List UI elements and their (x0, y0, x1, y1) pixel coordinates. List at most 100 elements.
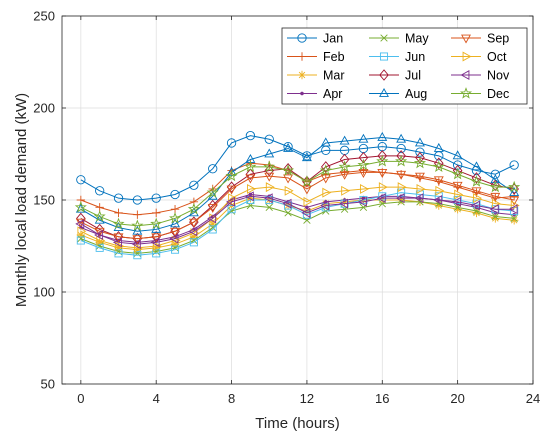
data-point-sep (132, 235, 143, 245)
data-point-aug (471, 161, 482, 171)
data-point-oct (510, 200, 520, 211)
data-point-jan (509, 160, 519, 170)
legend-label: Dec (487, 87, 509, 101)
data-point-jan (490, 169, 500, 179)
data-point-jan (415, 147, 425, 157)
data-point-jul (226, 181, 237, 193)
data-point-sep (113, 233, 124, 243)
legend-item-aug: Aug (369, 87, 427, 101)
data-point-dec (187, 202, 200, 215)
legend-label: Mar (323, 69, 345, 83)
data-point-oct (473, 193, 483, 204)
data-point-nov (433, 195, 443, 205)
data-point-aug (339, 135, 350, 145)
legend-marker (379, 69, 389, 81)
legend-item-dec: Dec (451, 87, 509, 101)
legend-label: Feb (323, 50, 345, 64)
data-point-jun (453, 195, 462, 205)
legend-marker (461, 34, 471, 44)
data-point-oct (435, 185, 445, 196)
series-line-sep (80, 171, 515, 240)
data-point-jun (95, 243, 104, 252)
data-point-oct (322, 187, 332, 198)
y-tick-label: 250 (33, 9, 55, 24)
data-point-nov (244, 191, 254, 202)
data-point-jun (397, 188, 406, 197)
y-tick-label: 200 (33, 101, 55, 116)
data-point-jun (378, 192, 387, 201)
data-point-mar (472, 208, 481, 218)
data-point-aug (377, 131, 388, 141)
x-tick-label: 0 (77, 391, 84, 406)
data-point-sep (170, 227, 181, 237)
data-point-jan (283, 141, 293, 152)
data-point-jan (245, 130, 256, 141)
data-point-dec (300, 175, 313, 187)
data-point-jan (151, 193, 161, 203)
data-point-feb (95, 203, 104, 212)
data-point-jul (452, 164, 463, 177)
legend-marker (380, 34, 388, 42)
legend-label: Jun (405, 50, 425, 64)
data-point-mar (491, 214, 500, 223)
legend: Jan Feb Mar Apr May Jun Jul Aug Sep Oct Nov Dec (281, 27, 528, 105)
data-point-dec (244, 160, 257, 173)
data-point-aug (113, 222, 124, 231)
data-point-sep (433, 176, 444, 186)
x-tick-label: 24 (526, 391, 540, 406)
data-point-sep (188, 218, 199, 228)
legend-marker (297, 52, 307, 61)
data-point-dec (112, 217, 125, 230)
data-point-nov (470, 200, 480, 211)
data-point-mar (189, 232, 199, 241)
data-point-nov (226, 196, 235, 207)
legend-marker (459, 87, 473, 99)
data-point-may (227, 207, 236, 215)
data-point-jul (245, 168, 256, 180)
data-point-sep (358, 169, 369, 178)
data-point-jul (358, 151, 369, 164)
data-point-sep (509, 196, 520, 206)
data-point-jan (189, 180, 199, 190)
data-point-sep (207, 203, 218, 213)
data-point-jun (76, 236, 85, 245)
data-point-apr (305, 205, 309, 210)
legend-marker (300, 91, 304, 96)
x-tick-label: 4 (153, 391, 160, 406)
data-point-dec (413, 156, 426, 169)
data-point-jun (189, 238, 198, 247)
data-point-nov (169, 233, 179, 244)
data-point-nov (263, 193, 273, 204)
legend-marker (297, 70, 307, 80)
data-point-dec (225, 169, 238, 182)
data-point-nov (395, 193, 405, 204)
data-point-aug (283, 142, 294, 152)
data-point-oct (152, 241, 162, 251)
data-point-feb (340, 168, 349, 177)
data-point-may (378, 200, 386, 208)
data-point-jan (226, 138, 237, 148)
data-point-jun (227, 205, 236, 214)
data-point-mar (434, 201, 443, 210)
data-point-jul (471, 172, 482, 184)
data-point-jan (264, 134, 274, 144)
data-point-dec (432, 160, 445, 173)
data-point-aug (132, 225, 143, 235)
legend-label: Nov (487, 69, 510, 83)
data-point-feb (152, 208, 161, 218)
data-point-nov (357, 196, 367, 207)
legend-marker (297, 33, 307, 43)
data-point-jan (76, 175, 86, 185)
data-point-jan (208, 164, 218, 174)
data-point-mar (396, 195, 406, 205)
data-point-aug (151, 223, 162, 233)
data-point-mar (509, 216, 519, 225)
legend-label: May (405, 32, 429, 46)
data-point-jun (510, 207, 519, 216)
data-point-nov (452, 196, 462, 207)
data-point-jul (207, 199, 218, 212)
data-point-aug (94, 214, 105, 224)
data-point-dec (131, 219, 144, 231)
legend-item-jan: Jan (287, 32, 343, 46)
data-point-may (209, 223, 217, 232)
